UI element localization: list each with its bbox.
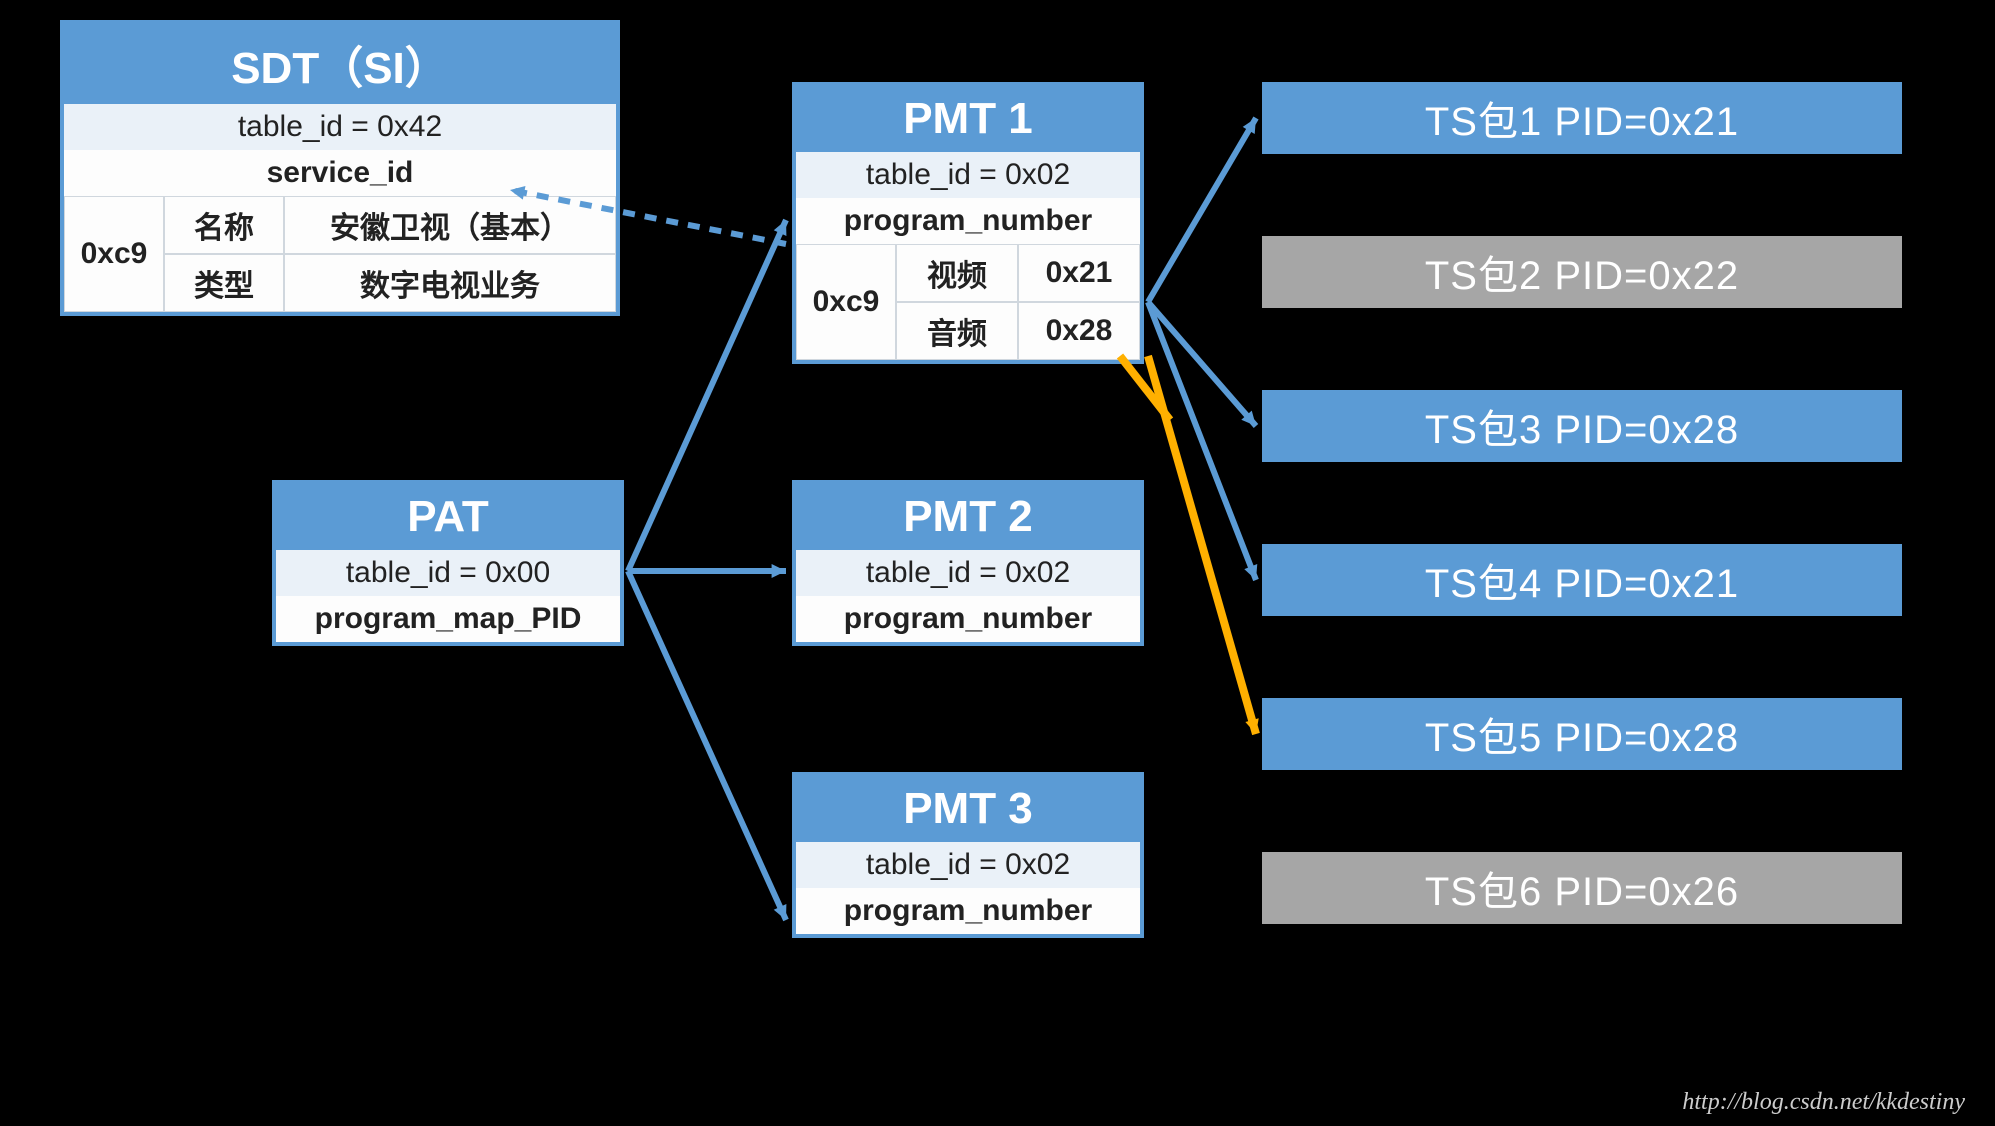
pmt2-title: PMT 2 — [796, 484, 1140, 550]
pmt1-id-cell: 0xc9 — [796, 244, 896, 360]
sdt-row-tableid: table_id = 0x42 — [64, 104, 616, 150]
pmt3-title: PMT 3 — [796, 776, 1140, 842]
pat-row-pmpid: program_map_PID — [276, 596, 620, 642]
sdt-title: SDT（SI） — [64, 24, 616, 104]
pmt3-table: PMT 3 table_id = 0x02 program_number — [792, 772, 1144, 938]
sdt-name-label: 名称 — [164, 196, 284, 254]
sdt-type-value: 数字电视业务 — [284, 254, 616, 312]
pmt1-audio-value: 0x28 — [1018, 302, 1140, 360]
sdt-name-value: 安徽卫视（基本） — [284, 196, 616, 254]
pmt1-table: PMT 1 table_id = 0x02 program_number 0xc… — [792, 82, 1144, 364]
pmt2-row-tableid: table_id = 0x02 — [796, 550, 1140, 596]
ts-packet-bar: TS包2 PID=0x22 — [1262, 236, 1902, 308]
sdt-table: SDT（SI） table_id = 0x42 service_id 0xc9 … — [60, 20, 620, 316]
pat-title: PAT — [276, 484, 620, 550]
watermark: http://blog.csdn.net/kkdestiny — [1682, 1089, 1965, 1116]
pmt1-row-tableid: table_id = 0x02 — [796, 152, 1140, 198]
ts-packet-bar: TS包5 PID=0x28 — [1262, 698, 1902, 770]
sdt-id-cell: 0xc9 — [64, 196, 164, 312]
pmt1-grid: 0xc9 视频 0x21 音频 0x28 — [796, 244, 1140, 360]
sdt-grid: 0xc9 名称 安徽卫视（基本） 类型 数字电视业务 — [64, 196, 616, 312]
sdt-row-serviceid: service_id — [64, 150, 616, 196]
pmt3-row-pn: program_number — [796, 888, 1140, 934]
pat-table: PAT table_id = 0x00 program_map_PID — [272, 480, 624, 646]
pmt1-video-value: 0x21 — [1018, 244, 1140, 302]
ts-packet-bar: TS包3 PID=0x28 — [1262, 390, 1902, 462]
pmt2-row-pn: program_number — [796, 596, 1140, 642]
ts-packet-bar: TS包4 PID=0x21 — [1262, 544, 1902, 616]
pmt1-video-label: 视频 — [896, 244, 1018, 302]
ts-packet-bar: TS包1 PID=0x21 — [1262, 82, 1902, 154]
sdt-type-label: 类型 — [164, 254, 284, 312]
ts-packet-bar: TS包6 PID=0x26 — [1262, 852, 1902, 924]
pmt2-table: PMT 2 table_id = 0x02 program_number — [792, 480, 1144, 646]
pmt1-audio-label: 音频 — [896, 302, 1018, 360]
pmt1-row-pn: program_number — [796, 198, 1140, 244]
pmt1-title: PMT 1 — [796, 86, 1140, 152]
pat-row-tableid: table_id = 0x00 — [276, 550, 620, 596]
pmt3-row-tableid: table_id = 0x02 — [796, 842, 1140, 888]
